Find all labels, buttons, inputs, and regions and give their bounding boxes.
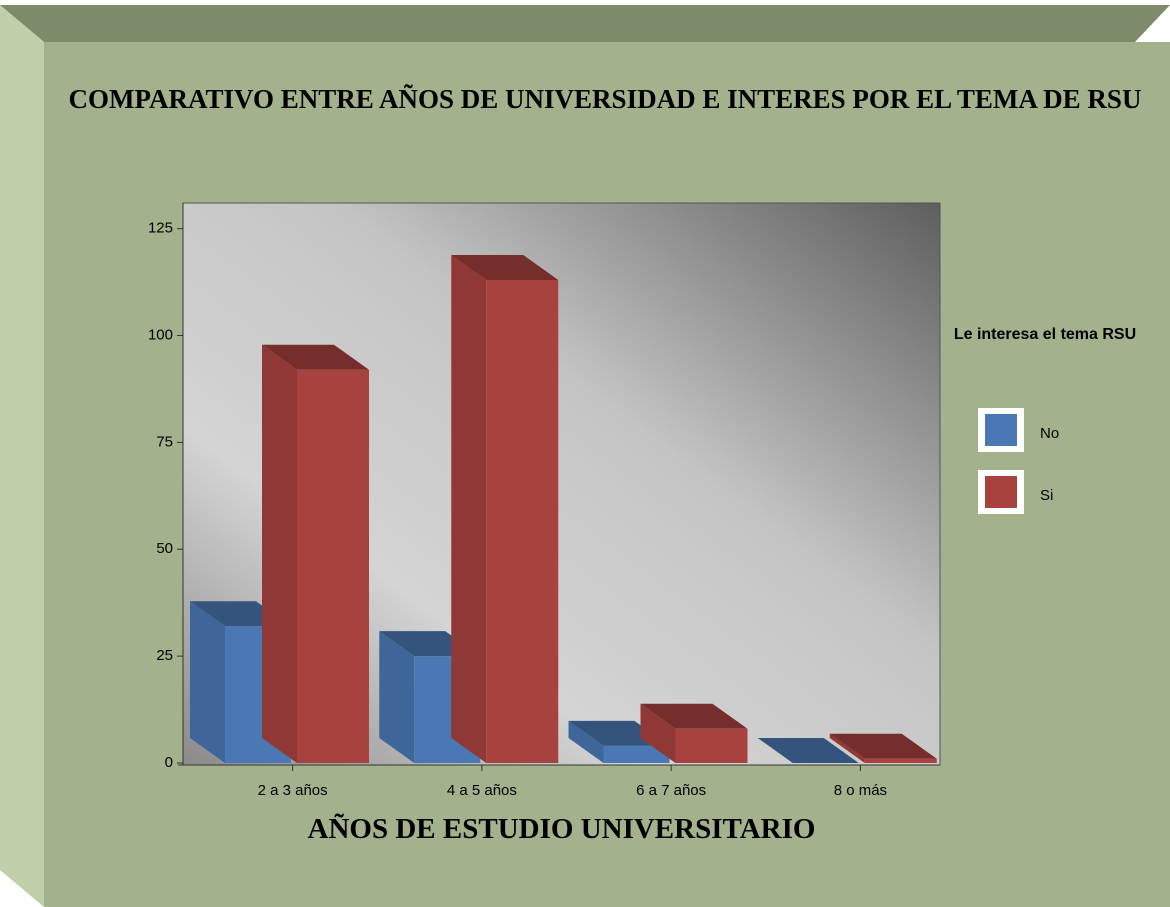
bar-side	[190, 601, 225, 763]
bar-side	[568, 720, 604, 763]
bar-top	[829, 733, 937, 759]
y-tick-label: 0	[165, 754, 173, 771]
frame-top	[0, 5, 1170, 42]
bar-side	[262, 344, 297, 763]
bar-top	[640, 703, 748, 729]
x-tick-label: 4 a 5 años	[447, 782, 517, 799]
legend-swatch	[985, 414, 1017, 446]
bar-side	[640, 703, 676, 763]
y-tick-label: 100	[148, 326, 173, 343]
y-tick-label: 75	[156, 433, 173, 450]
x-axis-title: AÑOS DE ESTUDIO UNIVERSITARIO	[307, 813, 816, 845]
y-tick-label: 50	[156, 540, 173, 557]
y-tick-label: 125	[148, 220, 173, 237]
y-tick-label: 25	[156, 647, 173, 664]
chart-title: COMPARATIVO ENTRE AÑOS DE UNIVERSIDAD E …	[68, 84, 1142, 114]
x-tick-label: 2 a 3 años	[258, 782, 328, 799]
bar	[297, 369, 369, 763]
bar-side	[451, 254, 487, 763]
legend-title: Le interesa el tema RSU	[953, 326, 1137, 343]
bar-top	[262, 344, 369, 370]
frame-left	[0, 5, 44, 907]
bar	[486, 279, 559, 763]
bar-top	[451, 254, 559, 280]
bar	[864, 758, 937, 763]
legend-label: No	[1040, 425, 1059, 442]
legend-label: Si	[1040, 487, 1053, 504]
bar-side	[379, 631, 415, 763]
x-tick-label: 6 a 7 años	[636, 782, 706, 799]
bar	[603, 745, 670, 763]
x-tick-label: 8 o más	[834, 782, 887, 799]
bar-top	[757, 738, 859, 763]
bar-side	[829, 733, 865, 763]
legend-swatch	[985, 476, 1017, 508]
bar	[675, 728, 748, 763]
